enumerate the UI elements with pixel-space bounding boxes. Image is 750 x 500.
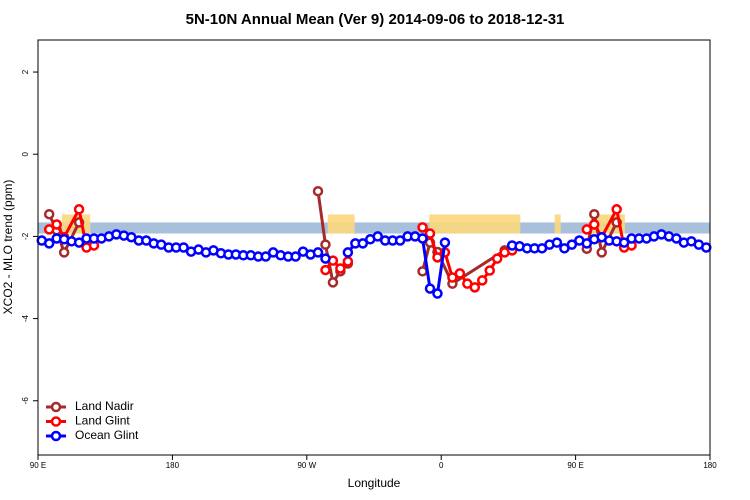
data-point: [320, 264, 331, 276]
data-point: [432, 288, 443, 299]
x-tick-label: 180: [166, 461, 180, 470]
legend-label: Ocean Glint: [75, 428, 139, 442]
data-point: [342, 247, 354, 258]
highlight-range: [554, 214, 561, 234]
data-point: [417, 266, 428, 277]
data-point: [424, 228, 436, 239]
reference-band: [38, 222, 710, 234]
data-point: [417, 233, 428, 244]
data-point: [73, 204, 85, 215]
data-point: [566, 239, 578, 250]
data-point: [51, 219, 62, 230]
legend-label: Land Glint: [75, 414, 130, 428]
data-point: [581, 238, 593, 249]
data-point: [342, 256, 354, 267]
data-point: [312, 247, 324, 258]
series-line: [48, 204, 632, 290]
y-tick-label: 2: [21, 69, 30, 74]
highlight-range: [429, 214, 521, 234]
y-tick-label: 0: [21, 151, 30, 156]
data-point: [43, 208, 55, 220]
data-point: [491, 253, 503, 264]
data-point: [454, 268, 466, 279]
data-point: [43, 238, 55, 249]
data-point: [394, 235, 406, 246]
legend-label: Land Nadir: [75, 399, 134, 413]
x-axis-label: Longitude: [348, 476, 401, 490]
data-point: [43, 224, 55, 235]
data-point: [357, 238, 369, 249]
data-point: [589, 208, 600, 220]
data-point: [596, 247, 607, 258]
data-point: [372, 231, 383, 242]
data-point: [312, 185, 324, 197]
data-point: [618, 237, 630, 248]
plot-frame: [37, 39, 711, 456]
data-point: [320, 253, 331, 264]
data-point: [260, 251, 271, 262]
data-point: [439, 237, 451, 248]
x-tick-label: 90 E: [567, 461, 583, 470]
data-point: [671, 233, 682, 244]
data-point: [290, 251, 301, 262]
data-point: [469, 282, 481, 293]
data-point: [424, 283, 436, 294]
x-tick-label: 0: [439, 461, 444, 470]
y-tick-label: -4: [21, 314, 30, 322]
highlight-range: [327, 214, 355, 234]
data-point: [417, 222, 428, 233]
legend-marker: [50, 416, 62, 427]
data-point: [581, 224, 593, 235]
legend-marker: [50, 430, 62, 442]
y-tick-label: -6: [21, 397, 30, 405]
y-tick-label: -2: [21, 232, 30, 240]
legend-marker: [50, 401, 62, 413]
data-point: [178, 242, 189, 253]
data-point: [589, 219, 600, 230]
data-point: [701, 242, 712, 253]
data-point: [327, 277, 339, 288]
y-axis-label: XCO2 - MLO trend (ppm): [1, 180, 15, 315]
x-tick-label: 90 E: [30, 461, 46, 470]
data-point: [320, 239, 331, 250]
data-point: [58, 247, 70, 258]
data-point: [335, 263, 346, 274]
data-point: [611, 204, 622, 215]
data-point: [551, 237, 563, 248]
data-point: [447, 272, 458, 283]
data-point: [484, 265, 495, 276]
x-tick-label: 180: [703, 461, 717, 470]
x-tick-label: 90 W: [297, 461, 316, 470]
data-point: [477, 275, 488, 286]
chart-title: 5N-10N Annual Mean (Ver 9) 2014-09-06 to…: [186, 11, 565, 28]
data-point: [73, 237, 85, 248]
